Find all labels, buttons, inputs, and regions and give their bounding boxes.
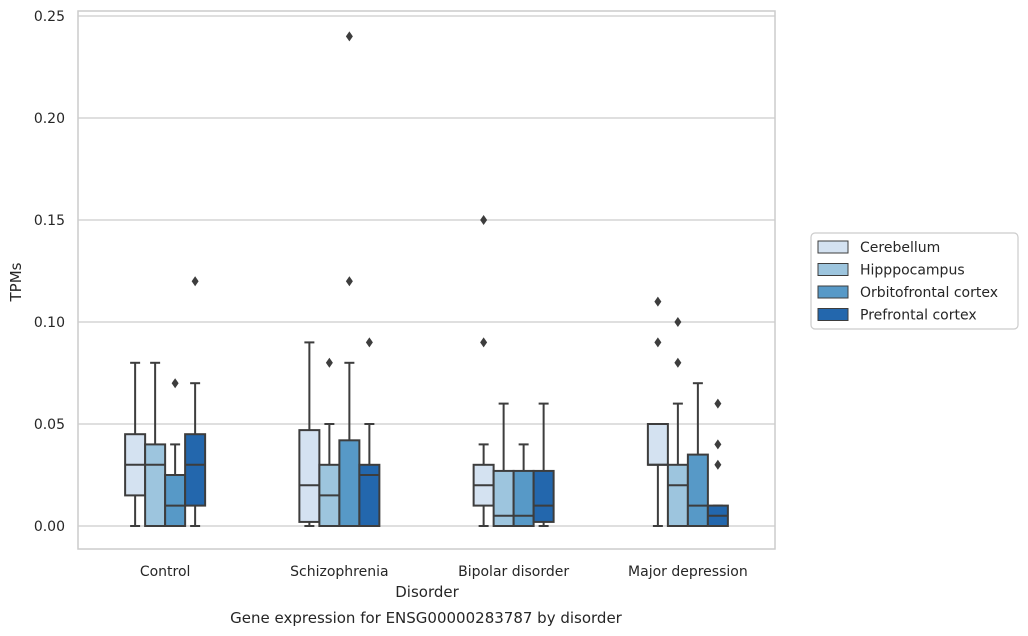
box-iqr: [358, 463, 381, 527]
box-iqr: [184, 433, 207, 507]
outlier-point: [171, 378, 179, 389]
box-orbitofrontal-cortex: [164, 378, 187, 527]
box-cerebellum: [124, 361, 147, 527]
outlier-point: [191, 276, 199, 287]
outlier-point: [674, 317, 682, 327]
box-hipppocampus: [492, 402, 515, 528]
box-prefrontal-cortex: [358, 337, 381, 527]
box-iqr: [666, 463, 689, 527]
box-orbitofrontal-cortex: [512, 443, 535, 528]
grid-lines: [78, 15, 775, 527]
box-iqr: [686, 453, 709, 528]
outlier-point: [714, 459, 722, 470]
y-axis-label: TPMs: [7, 262, 25, 302]
legend-label: Prefrontal cortex: [860, 308, 977, 324]
y-axis-ticks: 0.00 0.05 0.10 0.15 0.20 0.25: [34, 9, 65, 535]
box-cerebellum: [472, 215, 495, 527]
x-axis-ticks: Control Schizophrenia Bipolar disorder Majo…: [140, 564, 748, 580]
outlier-point: [674, 357, 682, 368]
outlier-point: [345, 31, 353, 42]
outlier-point: [714, 439, 722, 450]
box-prefrontal-cortex: [706, 398, 729, 528]
plot-frame: [77, 10, 776, 550]
box-iqr: [492, 469, 515, 528]
legend-label: Orbitofrontal cortex: [860, 285, 998, 301]
box-cerebellum: [646, 296, 669, 527]
box-iqr: [144, 443, 167, 527]
y-tick-label: 0.00: [34, 519, 65, 535]
box-prefrontal-cortex: [184, 276, 207, 527]
outlier-point: [654, 337, 662, 348]
y-tick-label: 0.10: [34, 315, 65, 331]
box-hipppocampus: [318, 357, 341, 527]
box-cerebellum: [298, 341, 321, 527]
outlier-point: [480, 215, 488, 225]
chart-caption: Gene expression for ENSG00000283787 by d…: [230, 609, 623, 627]
y-tick-label: 0.25: [34, 9, 65, 25]
legend-swatch: [817, 263, 849, 276]
box-iqr: [512, 469, 535, 528]
outlier-point: [345, 276, 353, 287]
x-tick-label: Major depression: [628, 564, 748, 580]
box-iqr: [646, 423, 669, 466]
x-tick-label: Schizophrenia: [290, 564, 388, 580]
legend: Cerebellum Hipppocampus Orbitofrontal cort…: [810, 232, 1019, 330]
y-tick-label: 0.05: [34, 417, 65, 433]
box-hipppocampus: [666, 317, 689, 527]
box-iqr: [164, 474, 187, 527]
box-hipppocampus: [144, 361, 167, 527]
outlier-point: [714, 398, 722, 409]
box-orbitofrontal-cortex: [338, 31, 361, 528]
box-iqr: [298, 429, 321, 523]
y-tick-label: 0.15: [34, 213, 65, 229]
legend-label: Cerebellum: [860, 240, 940, 256]
box-iqr: [532, 469, 555, 523]
legend-label: Hipppocampus: [860, 263, 965, 279]
box-prefrontal-cortex: [532, 402, 555, 527]
legend-swatch: [817, 285, 849, 299]
x-tick-label: Control: [140, 564, 191, 580]
box-plot-series: [124, 31, 729, 528]
outlier-point: [480, 337, 488, 348]
outlier-point: [654, 296, 662, 307]
legend-swatch: [817, 240, 849, 254]
y-tick-label: 0.20: [34, 111, 65, 127]
outlier-point: [325, 357, 333, 368]
outlier-point: [365, 337, 373, 348]
legend-frame: [810, 232, 1019, 330]
legend-swatch: [817, 308, 849, 321]
x-axis-label: Disorder: [395, 583, 459, 601]
box-iqr: [338, 439, 361, 528]
box-orbitofrontal-cortex: [686, 382, 709, 528]
x-tick-label: Bipolar disorder: [458, 564, 569, 580]
